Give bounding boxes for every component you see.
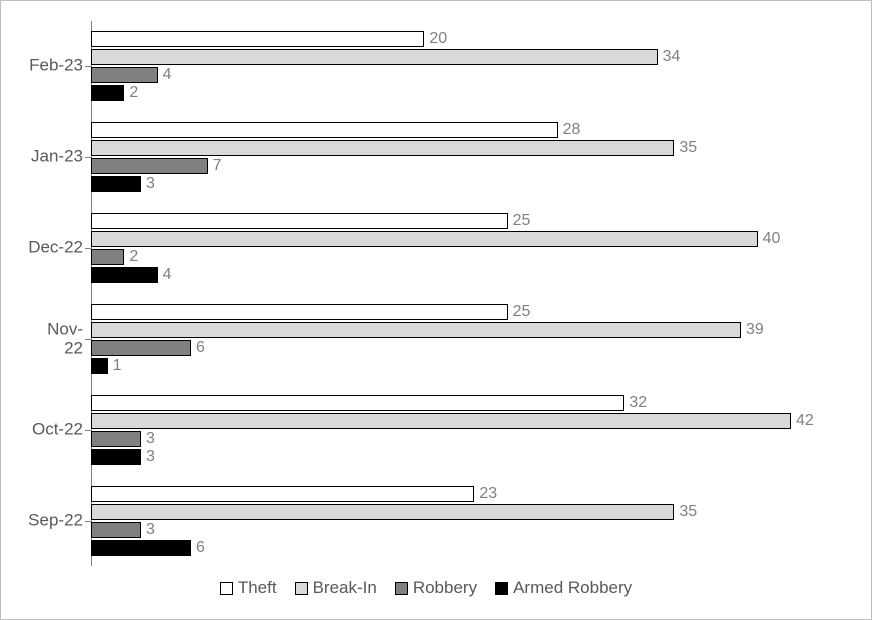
bar-group: 254024 — [91, 213, 841, 283]
legend-label: Theft — [238, 578, 277, 598]
bar: 1 — [91, 358, 108, 374]
bar: 3 — [91, 431, 141, 447]
y-axis-label: Oct-22 — [13, 420, 83, 439]
bar-value-label: 7 — [213, 157, 222, 175]
bar-value-label: 4 — [163, 66, 172, 84]
bar-value-label: 3 — [146, 521, 155, 539]
bar-value-label: 1 — [113, 357, 122, 375]
bar: 25 — [91, 304, 508, 320]
bar-value-label: 6 — [196, 539, 205, 557]
bar: 3 — [91, 176, 141, 192]
bar-value-label: 4 — [163, 266, 172, 284]
bar-value-label: 6 — [196, 339, 205, 357]
bar: 28 — [91, 122, 558, 138]
bar-value-label: 3 — [146, 430, 155, 448]
bar: 40 — [91, 231, 758, 247]
bar-group: 324233 — [91, 395, 841, 465]
chart-container: Feb-23Jan-23Dec-22Nov-22Oct-22Sep-22 203… — [0, 0, 872, 620]
bar-group: 283573 — [91, 122, 841, 192]
bar: 25 — [91, 213, 508, 229]
bar: 20 — [91, 31, 424, 47]
bar: 7 — [91, 158, 208, 174]
legend-swatch — [495, 582, 508, 595]
bar: 23 — [91, 486, 474, 502]
y-axis-label: Dec-22 — [13, 239, 83, 258]
bar-group: 203442 — [91, 31, 841, 101]
bar-value-label: 35 — [679, 503, 697, 521]
y-axis-label: Sep-22 — [13, 511, 83, 530]
bar-value-label: 2 — [129, 84, 138, 102]
bar-value-label: 3 — [146, 448, 155, 466]
bar: 39 — [91, 322, 741, 338]
bar-value-label: 23 — [479, 485, 497, 503]
legend-item: Robbery — [395, 578, 477, 598]
bar: 2 — [91, 249, 124, 265]
bar: 6 — [91, 540, 191, 556]
bar-value-label: 2 — [129, 248, 138, 266]
legend-item: Theft — [220, 578, 277, 598]
bar: 3 — [91, 522, 141, 538]
bar: 4 — [91, 267, 158, 283]
bar: 6 — [91, 340, 191, 356]
legend-label: Break-In — [313, 578, 377, 598]
legend-label: Armed Robbery — [513, 578, 632, 598]
legend-swatch — [395, 582, 408, 595]
legend: Theft Break-In Robbery Armed Robbery — [11, 566, 841, 598]
bar: 3 — [91, 449, 141, 465]
y-axis-label: Nov-22 — [13, 320, 83, 357]
legend-swatch — [295, 582, 308, 595]
bar-value-label: 20 — [429, 30, 447, 48]
bar: 35 — [91, 140, 674, 156]
bar-group: 253961 — [91, 304, 841, 374]
bar: 35 — [91, 504, 674, 520]
bar-value-label: 3 — [146, 175, 155, 193]
bar-value-label: 28 — [563, 121, 581, 139]
legend-swatch — [220, 582, 233, 595]
legend-item: Break-In — [295, 578, 377, 598]
bar-value-label: 40 — [763, 230, 781, 248]
bar-value-label: 35 — [679, 139, 697, 157]
y-axis-labels: Feb-23 Jan-23 Dec-22 Nov-22 Oct-22 Sep-22 — [11, 21, 91, 566]
bar-value-label: 32 — [629, 394, 647, 412]
plot-area: Feb-23Jan-23Dec-22Nov-22Oct-22Sep-22 203… — [11, 21, 841, 566]
bar-value-label: 34 — [663, 48, 681, 66]
bar-group: 233536 — [91, 486, 841, 556]
bar: 32 — [91, 395, 624, 411]
bar-value-label: 42 — [796, 412, 814, 430]
bar: 34 — [91, 49, 658, 65]
legend-label: Robbery — [413, 578, 477, 598]
bars-region: 203442283573254024253961324233233536 — [91, 21, 841, 566]
legend-item: Armed Robbery — [495, 578, 632, 598]
bar: 2 — [91, 85, 124, 101]
bar-value-label: 25 — [513, 303, 531, 321]
bar: 4 — [91, 67, 158, 83]
y-axis-line — [91, 21, 92, 566]
y-axis-label: Jan-23 — [13, 148, 83, 167]
bar: 42 — [91, 413, 791, 429]
y-axis-label: Feb-23 — [13, 57, 83, 76]
bar-value-label: 25 — [513, 212, 531, 230]
bar-value-label: 39 — [746, 321, 764, 339]
